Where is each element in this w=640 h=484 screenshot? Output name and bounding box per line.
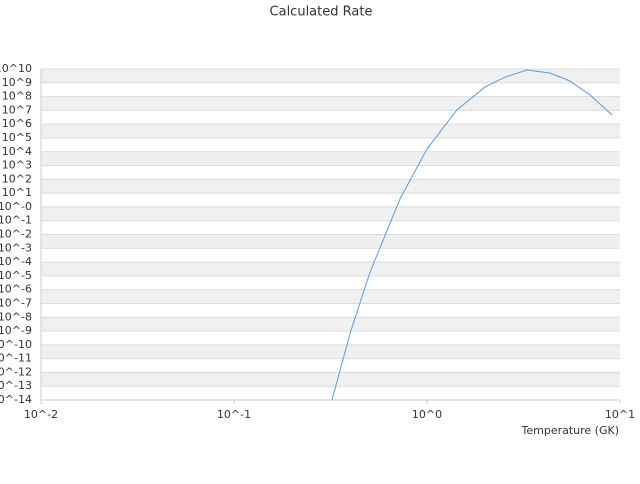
y-tick-label: 10^3 (2, 159, 32, 172)
x-tick-label: 10^-1 (217, 408, 251, 421)
x-tick-label: 10^-2 (24, 408, 58, 421)
x-tick-label: 10^0 (412, 408, 442, 421)
grid-band (41, 179, 620, 194)
y-tick-label: 10^-12 (0, 365, 32, 378)
y-tick-label: 10^7 (2, 103, 32, 116)
y-tick-label: 10^10 (0, 62, 32, 75)
y-tick-label: 10^1 (2, 186, 32, 199)
chart-title: Calculated Rate (270, 5, 373, 20)
data-line (331, 69, 613, 400)
y-tick-label: 10^-14 (0, 393, 32, 406)
y-tick-label: 10^-1 (0, 214, 32, 227)
y-tick-label: 10^-11 (0, 352, 32, 365)
grid-band (41, 234, 620, 249)
y-tick-label: 10^8 (2, 90, 32, 103)
grid-band (41, 289, 620, 304)
y-tick-label: 10^-2 (0, 228, 32, 241)
y-tick-label: 10^-6 (0, 283, 32, 296)
y-tick-label: 10^4 (2, 145, 32, 158)
grid-band (41, 206, 620, 221)
grid-band (41, 344, 620, 359)
grid-band (41, 124, 620, 138)
grid-band (41, 372, 620, 387)
grid-band (41, 151, 620, 166)
y-tick-label: 10^-0 (0, 200, 32, 213)
y-tick-label: 10^5 (2, 131, 32, 144)
y-tick-label: 10^9 (2, 76, 32, 89)
y-tick-label: 10^-9 (0, 324, 32, 337)
y-tick-label: 10^-8 (0, 310, 32, 323)
y-tick-label: 10^6 (2, 117, 32, 130)
y-tick-label: 10^-10 (0, 338, 32, 351)
y-tick-label: 10^-7 (0, 296, 32, 309)
y-tick-label: 10^-13 (0, 379, 32, 392)
grid-band (41, 262, 620, 276)
y-tick-label: 10^2 (2, 172, 32, 185)
grid-band (41, 69, 620, 83)
x-axis-label: Temperature (GK) (521, 424, 620, 437)
y-tick-label: 10^-3 (0, 241, 32, 254)
x-tick-label: 10^1 (605, 408, 635, 421)
y-tick-label: 10^-5 (0, 269, 32, 282)
grid-band (41, 96, 620, 111)
y-tick-label: 10^-4 (0, 255, 32, 268)
grid-band (41, 317, 620, 332)
